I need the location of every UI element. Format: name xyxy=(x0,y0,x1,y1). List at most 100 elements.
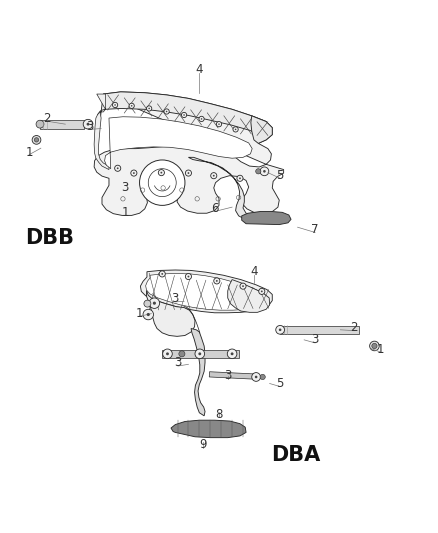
Circle shape xyxy=(372,343,377,349)
Text: 4: 4 xyxy=(196,63,203,76)
Circle shape xyxy=(87,123,89,126)
Circle shape xyxy=(179,351,185,357)
Circle shape xyxy=(195,349,205,359)
Circle shape xyxy=(159,271,165,277)
Circle shape xyxy=(235,128,237,130)
Circle shape xyxy=(148,169,176,197)
Circle shape xyxy=(255,376,258,378)
Circle shape xyxy=(252,373,261,381)
Circle shape xyxy=(34,138,39,142)
Text: 2: 2 xyxy=(43,111,50,125)
Polygon shape xyxy=(228,280,270,312)
Circle shape xyxy=(198,352,201,356)
Text: DBA: DBA xyxy=(272,445,321,465)
Circle shape xyxy=(183,114,185,116)
Circle shape xyxy=(185,273,191,280)
Circle shape xyxy=(240,283,246,289)
Text: 3: 3 xyxy=(121,181,129,195)
Circle shape xyxy=(166,352,169,356)
Circle shape xyxy=(213,175,215,176)
Circle shape xyxy=(140,160,185,205)
Circle shape xyxy=(370,341,379,351)
Text: 3: 3 xyxy=(172,292,179,305)
Polygon shape xyxy=(209,372,254,379)
Circle shape xyxy=(201,118,202,120)
Polygon shape xyxy=(280,326,359,334)
Circle shape xyxy=(199,116,204,122)
Circle shape xyxy=(261,290,263,292)
Polygon shape xyxy=(171,420,246,438)
Polygon shape xyxy=(191,328,205,416)
Circle shape xyxy=(239,177,241,179)
Circle shape xyxy=(149,298,159,309)
Circle shape xyxy=(114,104,116,106)
Text: 2: 2 xyxy=(350,321,358,334)
Circle shape xyxy=(227,349,237,359)
Polygon shape xyxy=(162,350,239,358)
Circle shape xyxy=(162,349,172,359)
Circle shape xyxy=(233,127,238,132)
Circle shape xyxy=(187,172,189,174)
Circle shape xyxy=(32,135,41,144)
Polygon shape xyxy=(94,94,109,169)
Circle shape xyxy=(133,172,135,174)
Polygon shape xyxy=(98,92,269,135)
Circle shape xyxy=(36,120,44,128)
Circle shape xyxy=(153,302,156,305)
Circle shape xyxy=(218,123,220,125)
Circle shape xyxy=(129,103,134,108)
Text: 3: 3 xyxy=(224,369,231,382)
Circle shape xyxy=(148,108,150,109)
Text: 6: 6 xyxy=(211,203,219,215)
Circle shape xyxy=(216,280,218,282)
Text: 7: 7 xyxy=(311,223,319,236)
Circle shape xyxy=(260,167,269,176)
Text: 1: 1 xyxy=(377,343,384,356)
Circle shape xyxy=(131,105,132,107)
Text: 1: 1 xyxy=(136,306,143,320)
Circle shape xyxy=(160,172,162,174)
Circle shape xyxy=(166,111,167,112)
Text: 1: 1 xyxy=(121,206,129,219)
Circle shape xyxy=(83,119,93,129)
Text: 3: 3 xyxy=(87,120,94,133)
Circle shape xyxy=(185,170,191,176)
Text: 5: 5 xyxy=(276,377,284,390)
Circle shape xyxy=(131,170,137,176)
Polygon shape xyxy=(40,120,84,128)
Circle shape xyxy=(276,326,285,334)
Polygon shape xyxy=(242,212,291,224)
Text: 1: 1 xyxy=(25,146,33,159)
Circle shape xyxy=(214,278,220,284)
Circle shape xyxy=(187,276,189,278)
Circle shape xyxy=(231,352,233,356)
Polygon shape xyxy=(105,117,252,169)
Text: 4: 4 xyxy=(250,265,258,278)
Circle shape xyxy=(256,169,261,174)
Circle shape xyxy=(279,328,282,331)
Circle shape xyxy=(158,169,164,176)
Circle shape xyxy=(147,106,152,111)
Circle shape xyxy=(263,170,266,173)
Text: DBB: DBB xyxy=(25,228,74,248)
Circle shape xyxy=(143,309,153,320)
Circle shape xyxy=(260,374,265,379)
Polygon shape xyxy=(251,116,272,143)
Text: 8: 8 xyxy=(215,408,223,421)
Text: 5: 5 xyxy=(276,169,284,182)
Circle shape xyxy=(259,288,265,294)
Circle shape xyxy=(115,165,121,171)
Circle shape xyxy=(161,273,163,275)
Circle shape xyxy=(237,175,243,181)
Circle shape xyxy=(144,300,151,307)
Circle shape xyxy=(211,173,217,179)
Text: 3: 3 xyxy=(174,357,182,369)
Polygon shape xyxy=(94,92,284,215)
Circle shape xyxy=(242,285,244,287)
Circle shape xyxy=(164,109,169,114)
Circle shape xyxy=(181,112,187,118)
Circle shape xyxy=(216,122,222,127)
Polygon shape xyxy=(147,290,195,336)
Polygon shape xyxy=(146,273,267,310)
Polygon shape xyxy=(141,270,272,313)
